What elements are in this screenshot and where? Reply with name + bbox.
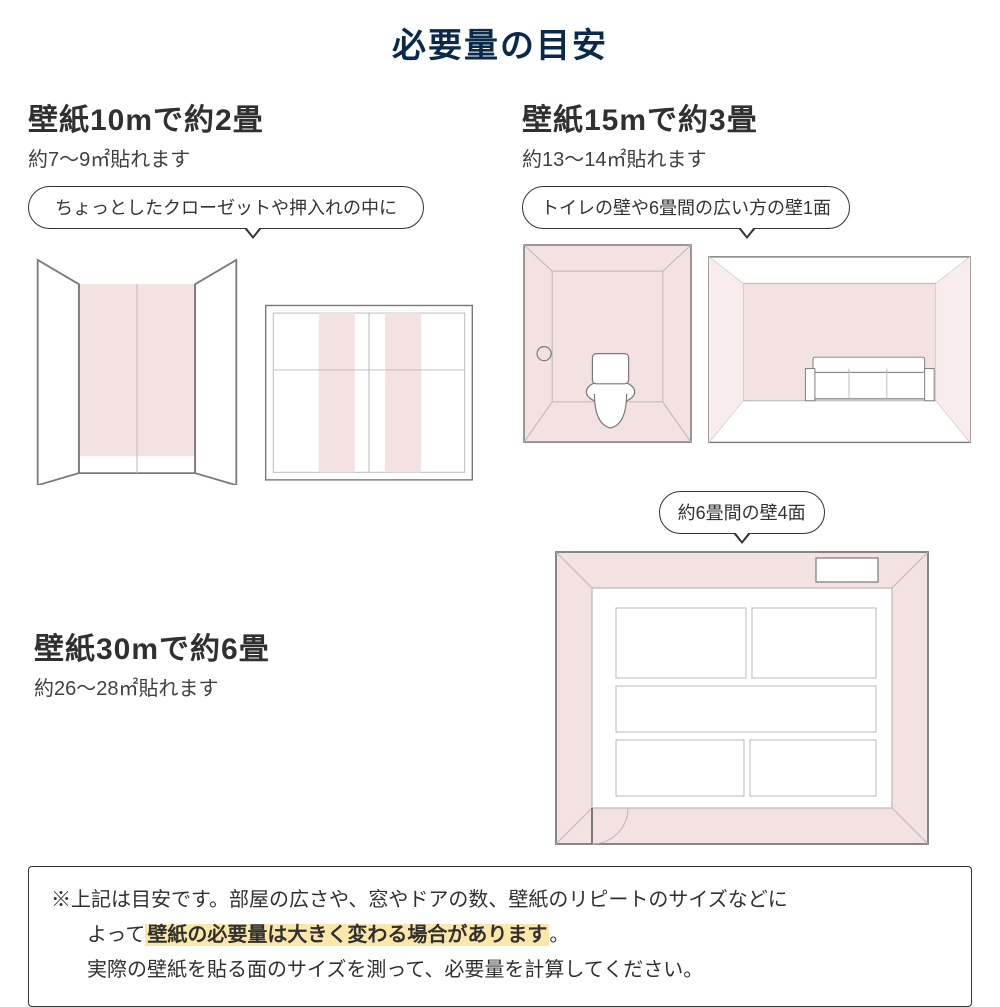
living-room-illustration — [707, 255, 972, 444]
section-30m-text: 壁紙30mで約6畳 約26〜28㎡貼れます — [28, 624, 443, 715]
section-heading: 壁紙30mで約6畳 — [34, 624, 443, 668]
floorplan-icon — [552, 548, 932, 848]
bubble-tail-icon — [733, 533, 751, 544]
section-sub: 約26〜28㎡貼れます — [34, 672, 443, 701]
section-heading: 壁紙10mで約2畳 — [28, 95, 478, 139]
bubble-label: トイレの壁や6畳間の広い方の壁1面 — [522, 186, 850, 229]
note-highlight: 壁紙の必要量は大きく変わる場合があります — [145, 924, 549, 946]
bubble-tail-icon — [738, 228, 756, 239]
bubble-label: 約6畳間の壁4面 — [659, 491, 825, 534]
top-row: 壁紙10mで約2畳 約7〜9㎡貼れます ちょっとしたクローゼットや押入れの中に — [28, 95, 972, 485]
illustration-row — [522, 243, 972, 444]
bubble-wrap: ちょっとしたクローゼットや押入れの中に — [28, 186, 478, 229]
floorplan-illustration — [552, 548, 932, 848]
section-heading: 壁紙15mで約3畳 — [522, 95, 972, 139]
note-text: よって — [87, 924, 145, 946]
living-room-icon — [707, 255, 972, 444]
note-line-2: よって壁紙の必要量は大きく変わる場合があります。 — [51, 918, 949, 953]
closet-illustration — [28, 243, 246, 485]
note-text: 実際の壁紙を貼る面のサイズを測って、必要量を計算してください。 — [87, 959, 703, 981]
illustration-row — [28, 243, 478, 485]
closet-icon — [28, 243, 246, 485]
sliding-closet-icon — [260, 296, 478, 486]
section-30m: 壁紙30mで約6畳 約26〜28㎡貼れます 約6畳間の壁4面 — [28, 491, 972, 848]
note-box: ※上記は目安です。部屋の広さや、窓やドアの数、壁紙のリピートのサイズなどに よっ… — [28, 866, 972, 1007]
page-title: 必要量の目安 — [28, 18, 972, 67]
note-text: ※上記は目安です。部屋の広さや、窓やドアの数、壁紙のリピートのサイズなどに — [51, 889, 788, 911]
infographic-page: 必要量の目安 壁紙10mで約2畳 約7〜9㎡貼れます ちょっとしたクローゼットや… — [0, 0, 1000, 1000]
bubble-wrap: 約6畳間の壁4面 — [659, 491, 825, 534]
section-30m-figure: 約6畳間の壁4面 — [477, 491, 1000, 848]
toilet-illustration — [522, 243, 693, 444]
sliding-closet-illustration — [260, 296, 478, 486]
section-10m: 壁紙10mで約2畳 約7〜9㎡貼れます ちょっとしたクローゼットや押入れの中に — [28, 95, 478, 485]
bubble-label: ちょっとしたクローゼットや押入れの中に — [28, 186, 424, 229]
section-15m: 壁紙15mで約3畳 約13〜14㎡貼れます トイレの壁や6畳間の広い方の壁1面 — [522, 95, 972, 485]
toilet-room-icon — [522, 243, 693, 444]
section-sub: 約13〜14㎡貼れます — [522, 143, 972, 172]
note-text: 。 — [549, 924, 569, 946]
note-line-3: 実際の壁紙を貼る面のサイズを測って、必要量を計算してください。 — [51, 953, 949, 988]
bubble-tail-icon — [244, 228, 262, 239]
note-line-1: ※上記は目安です。部屋の広さや、窓やドアの数、壁紙のリピートのサイズなどに — [51, 883, 949, 918]
section-sub: 約7〜9㎡貼れます — [28, 143, 478, 172]
bubble-wrap: トイレの壁や6畳間の広い方の壁1面 — [522, 186, 972, 229]
